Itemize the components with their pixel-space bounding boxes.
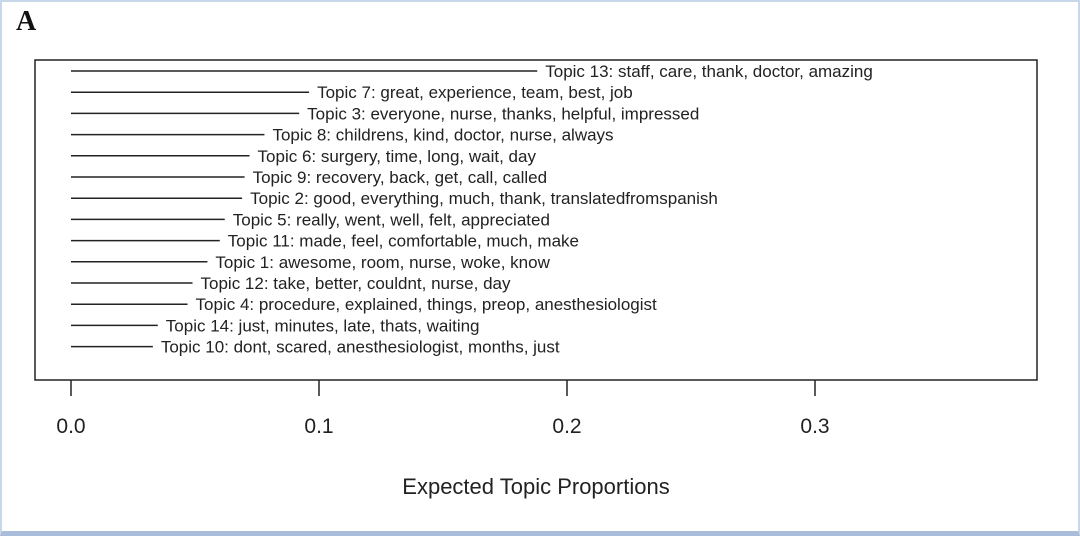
- bar-label: Topic 10: dont, scared, anesthesiologist…: [161, 338, 560, 357]
- bar-label: Topic 6: surgery, time, long, wait, day: [258, 147, 537, 166]
- x-axis-label: Expected Topic Proportions: [402, 474, 669, 499]
- bar-label: Topic 12: take, better, couldnt, nurse, …: [201, 274, 511, 293]
- bar-label: Topic 3: everyone, nurse, thanks, helpfu…: [307, 104, 699, 123]
- bar-label: Topic 8: childrens, kind, doctor, nurse,…: [272, 126, 613, 145]
- bar-label: Topic 14: just, minutes, late, thats, wa…: [166, 316, 480, 335]
- x-tick-label: 0.1: [304, 415, 333, 438]
- bar-label: Topic 5: really, went, well, felt, appre…: [233, 210, 550, 229]
- panel-label: A: [16, 6, 37, 37]
- bar-label: Topic 1: awesome, room, nurse, woke, kno…: [215, 253, 550, 272]
- bar-label: Topic 9: recovery, back, get, call, call…: [253, 168, 547, 187]
- bar-label: Topic 13: staff, care, thank, doctor, am…: [545, 62, 873, 81]
- x-axis: 0.0 0.1 0.2 0.3: [56, 380, 830, 438]
- bar-label: Topic 4: procedure, explained, things, p…: [196, 295, 657, 314]
- bar-label: Topic 2: good, everything, much, thank, …: [250, 189, 718, 208]
- plot-area-box: [34, 59, 1038, 381]
- bar-label: Topic 7: great, experience, team, best, …: [317, 83, 633, 102]
- bar-label: Topic 11: made, feel, comfortable, much,…: [228, 232, 579, 251]
- bar-group: Topic 13: staff, care, thank, doctor, am…: [71, 62, 873, 357]
- x-tick-label: 0.2: [552, 415, 581, 438]
- x-tick-label: 0.3: [800, 415, 829, 438]
- x-tick-label: 0.0: [56, 415, 85, 438]
